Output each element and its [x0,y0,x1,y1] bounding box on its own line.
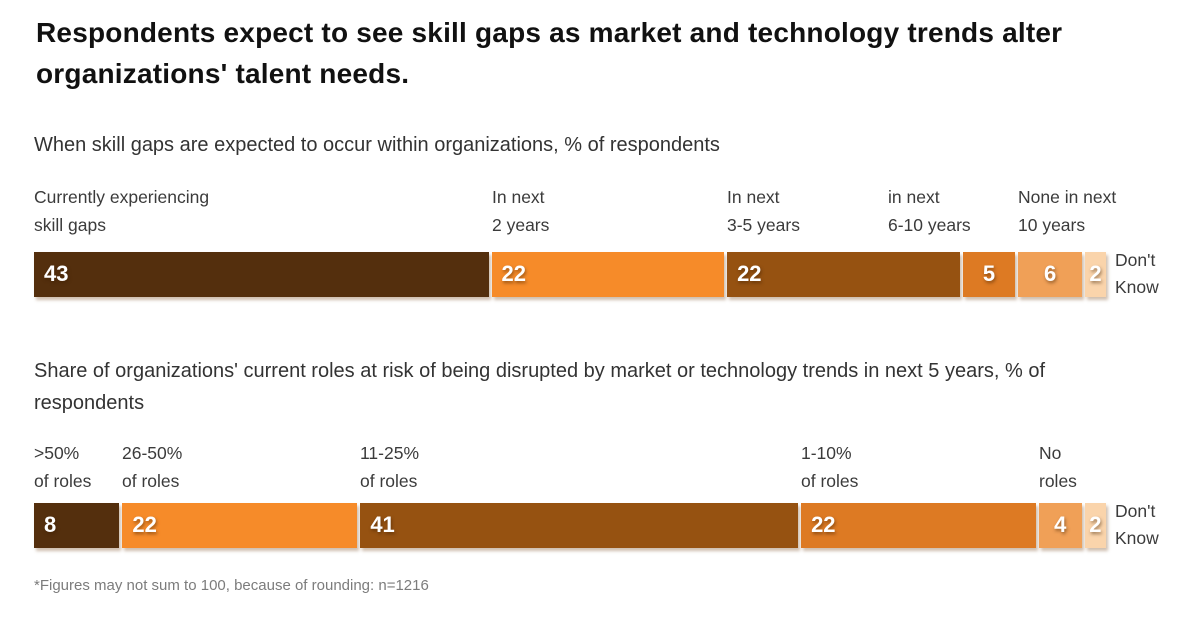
bar-segment: 41 [360,502,799,548]
stacked-bar-row: 8 22 41 22 4 2 Don't Know [34,498,1198,552]
bar-segment: 22 [491,251,725,297]
segment-value: 41 [370,512,395,537]
category-label: Currently experiencing skill gaps [34,187,210,235]
segment-value: 2 [1089,261,1102,286]
footnote: *Figures may not sum to 100, because of … [34,577,429,594]
segment-value: 5 [982,261,996,286]
side-category-label: Don't Know [1115,247,1159,301]
side-category-label: Don't Know [1115,498,1159,552]
bar-segment: 5 [962,251,1016,297]
segment-value: 6 [1044,261,1057,286]
category-label: In next 3-5 years [727,187,800,235]
chart-subtitle: When skill gaps are expected to occur wi… [34,134,720,156]
category-label: None in next 10 years [1018,187,1117,235]
side-category-label-line: Don't [1115,501,1156,521]
segment-value: 22 [132,512,157,537]
category-label-row: Currently experiencing skill gaps In next 2… [34,183,1198,241]
bar-segment: 2 [1084,251,1107,297]
category-label: 11-25% of roles [360,443,420,491]
segment-value: 2 [1089,512,1102,537]
category-label: 26-50% of roles [122,443,183,491]
category-label: No roles [1039,443,1077,491]
bar-segment: 2 [1084,502,1107,548]
segment-value: 22 [501,261,526,286]
segment-value: 43 [44,261,69,286]
category-label-row: >50% of roles 26-50% of roles 11-25% of roles… [34,439,1198,497]
category-label: in next 6-10 years [888,187,971,235]
bar-segment: 22 [727,251,960,297]
segment-value: 22 [737,261,762,286]
stacked-bar-row: 43 22 22 5 6 2 Don't Know [34,247,1198,301]
side-category-label-line: Know [1115,277,1159,297]
segment-value: 8 [44,512,57,537]
side-category-label-line: Know [1115,528,1159,548]
stacked-bar: 8 22 41 22 4 2 [34,502,1107,548]
segment-value: 22 [811,512,836,537]
bar-segment: 6 [1018,251,1082,297]
stacked-bar: 43 22 22 5 6 2 [34,251,1107,297]
category-label: 1-10% of roles [801,443,859,491]
category-label: >50% of roles [34,443,92,491]
side-category-label-line: Don't [1115,250,1156,270]
chart-subtitle: Share of organizations' current roles at… [34,360,1046,414]
bar-segment: 22 [122,502,358,548]
bar-segment: 8 [34,502,120,548]
bar-segment: 43 [34,251,489,297]
bar-segment: 22 [801,502,1036,548]
bar-segment: 4 [1038,502,1082,548]
category-label: In next 2 years [492,187,550,235]
segment-value: 4 [1054,512,1067,537]
page-title: Respondents expect to see skill gaps as … [36,17,1063,89]
